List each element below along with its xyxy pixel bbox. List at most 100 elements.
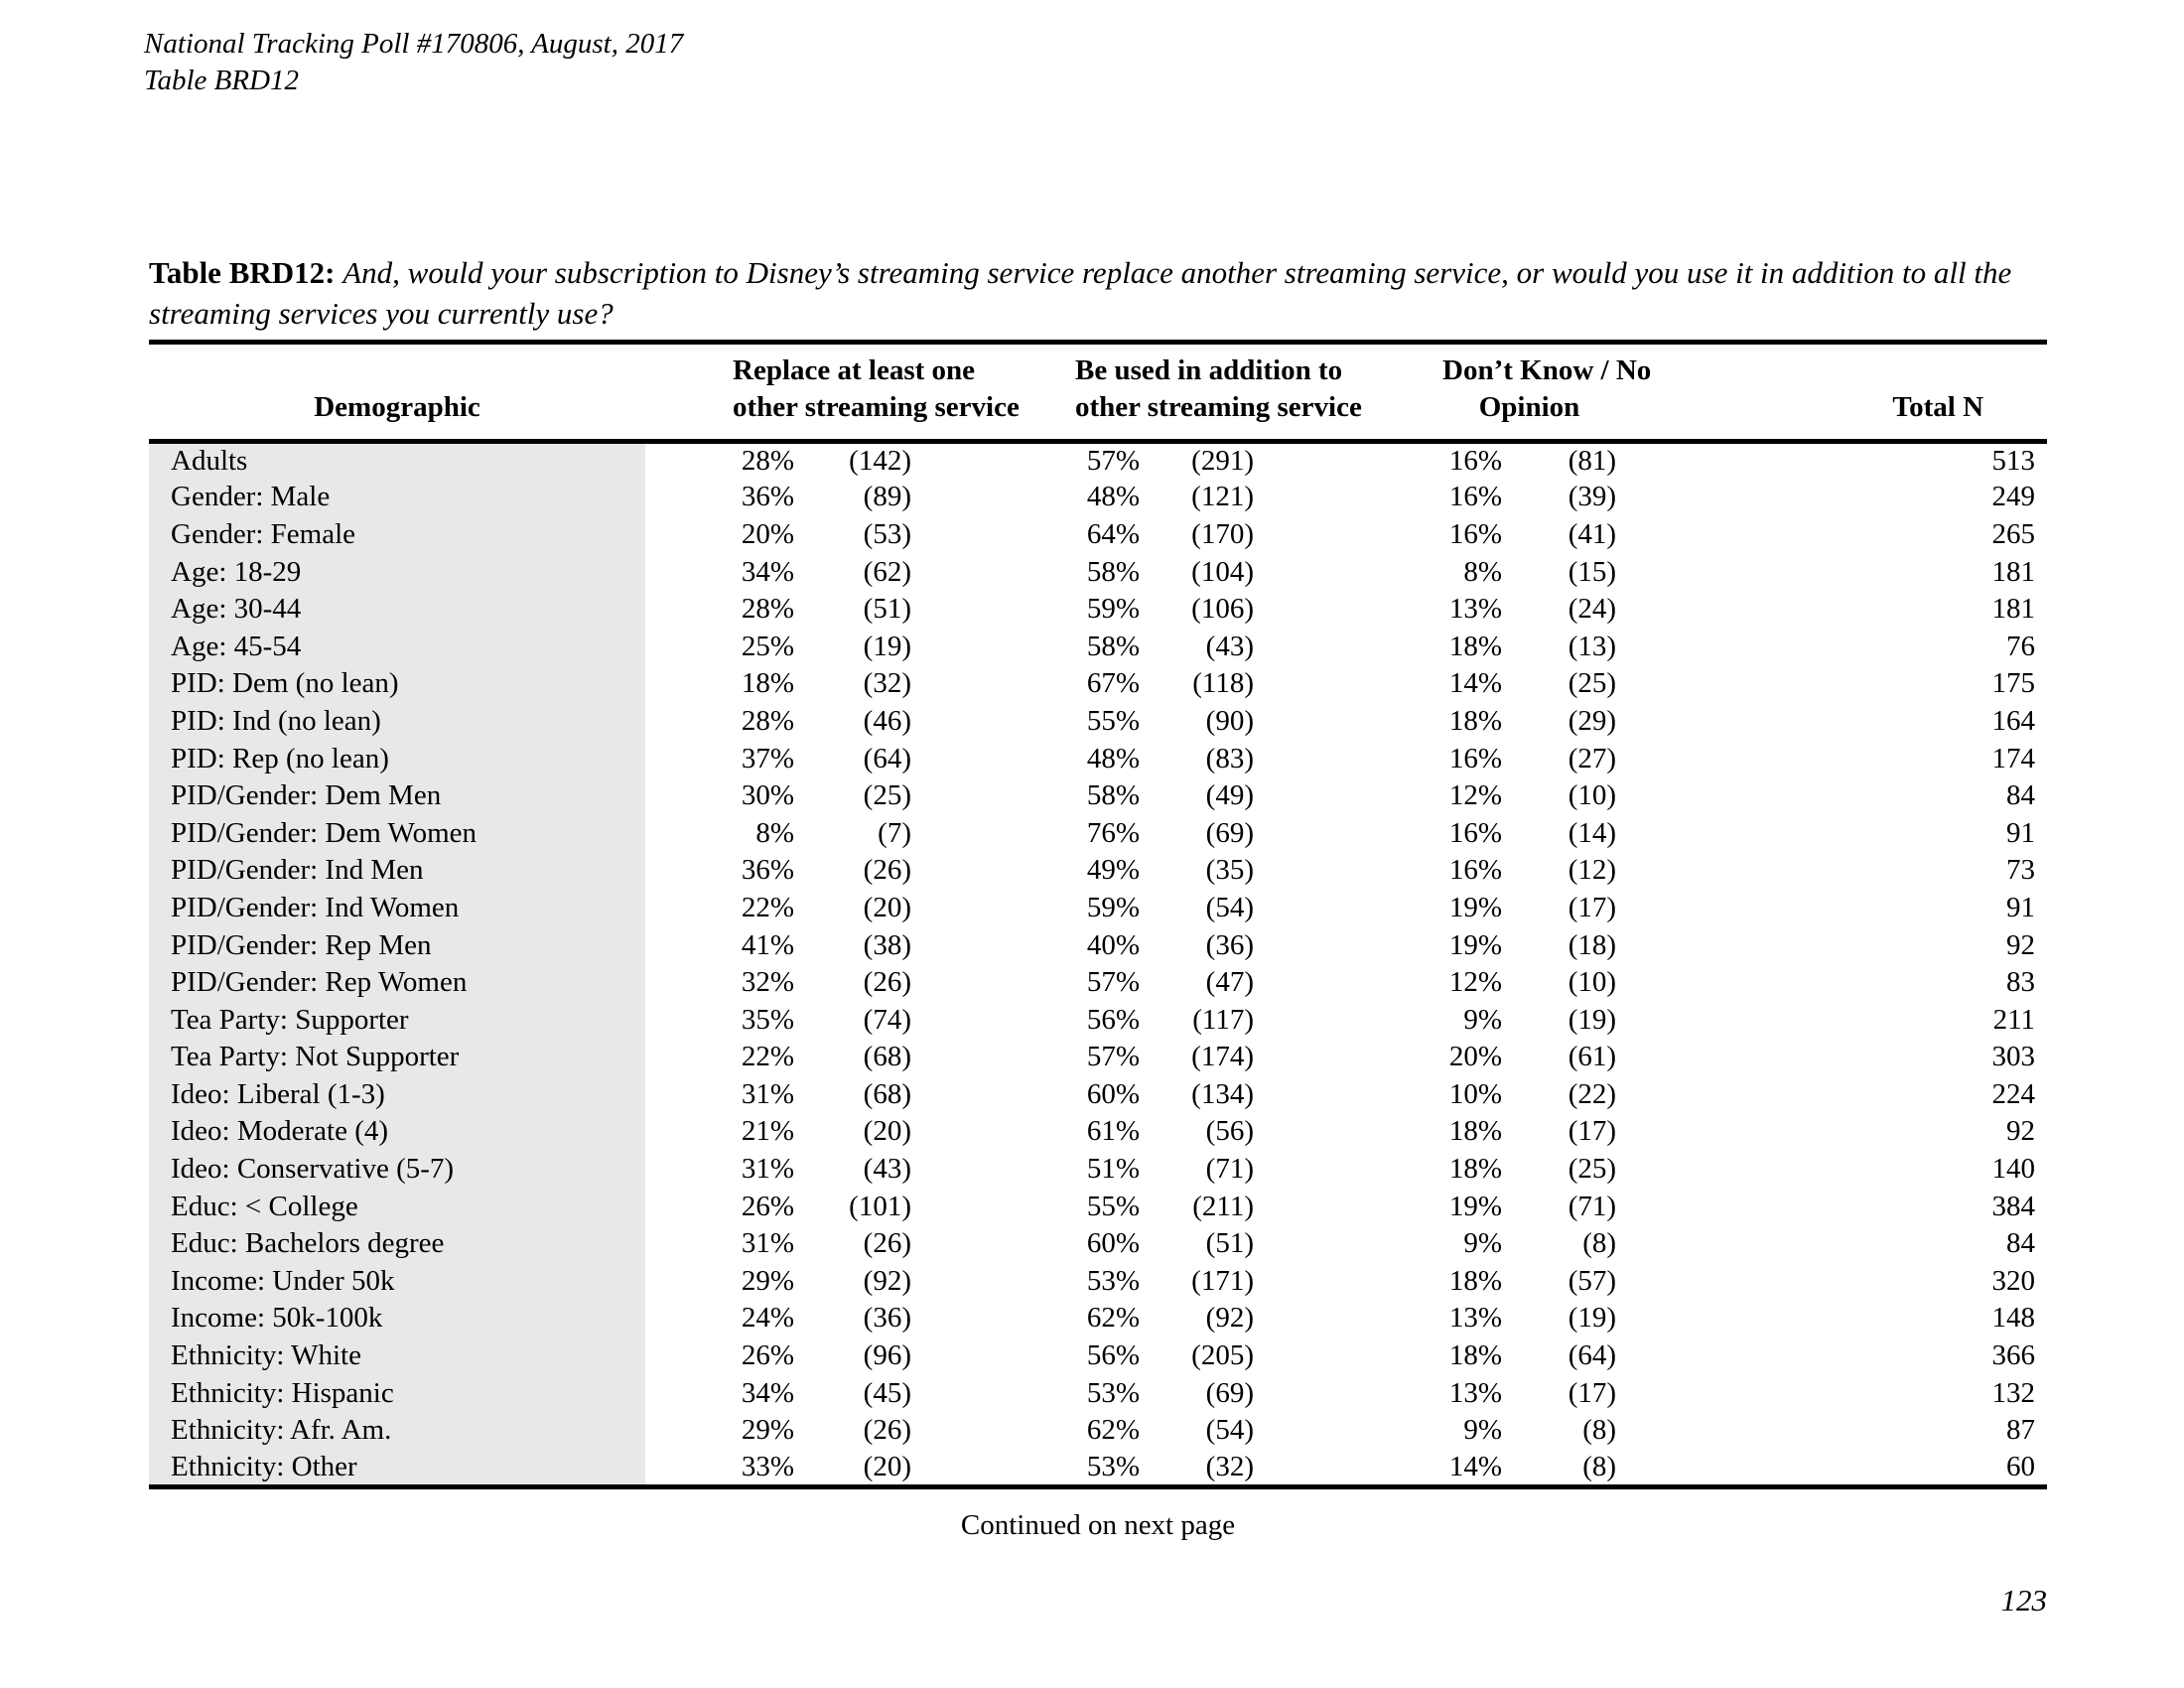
addition-count-cell: (134) (1191, 1077, 1254, 1110)
total-n-cell: 140 (1991, 1153, 2036, 1186)
demographic-cell: Ideo: Liberal (1-3) (149, 1075, 645, 1114)
table-row: Tea Party: Supporter 35% (74) 56% (117) … (149, 1001, 2047, 1039)
total-n-cell: 211 (1992, 1003, 2036, 1036)
dont-know-count-cell: (27) (1568, 742, 1617, 774)
replace-pct-cell: 20% (741, 517, 794, 550)
addition-pct-cell: 57% (1086, 445, 1140, 478)
demographic-cell: Income: Under 50k (149, 1262, 645, 1301)
header-total-n: Total N (1616, 342, 2048, 444)
total-n-cell: 73 (2006, 854, 2036, 887)
addition-pct-cell: 48% (1086, 481, 1140, 513)
dont-know-pct-cell: 19% (1448, 891, 1502, 923)
dont-know-pct-cell: 16% (1448, 481, 1502, 513)
replace-pct-cell: 29% (741, 1264, 794, 1297)
addition-pct-cell: 49% (1086, 854, 1140, 887)
addition-count-cell: (117) (1192, 1003, 1254, 1036)
table-row: Age: 30-44 28% (51) 59% (106) 13% (24) 1… (149, 590, 2047, 629)
replace-count-cell: (19) (863, 630, 911, 662)
dont-know-pct-cell: 9% (1463, 1003, 1502, 1036)
replace-count-cell: (43) (863, 1153, 911, 1186)
dont-know-pct-cell: 18% (1448, 704, 1502, 737)
addition-count-cell: (69) (1205, 1376, 1254, 1409)
replace-pct-cell: 31% (741, 1227, 794, 1260)
replace-pct-cell: 28% (741, 593, 794, 626)
replace-count-cell: (20) (863, 891, 911, 923)
dont-know-count-cell: (8) (1582, 1414, 1617, 1447)
addition-count-cell: (69) (1205, 816, 1254, 849)
dont-know-pct-cell: 12% (1448, 966, 1502, 999)
dont-know-pct-cell: 18% (1448, 1264, 1502, 1297)
demographic-cell: Ethnicity: Other (149, 1449, 645, 1487)
replace-count-cell: (89) (863, 481, 911, 513)
replace-pct-cell: 35% (741, 1003, 794, 1036)
dont-know-pct-cell: 12% (1448, 779, 1502, 812)
total-n-cell: 174 (1991, 742, 2036, 774)
dont-know-count-cell: (18) (1568, 928, 1617, 961)
demographic-cell: Ethnicity: Afr. Am. (149, 1411, 645, 1450)
table-row: Gender: Female 20% (53) 64% (170) 16% (4… (149, 515, 2047, 554)
dont-know-pct-cell: 18% (1448, 1339, 1502, 1372)
replace-pct-cell: 25% (741, 630, 794, 662)
dont-know-count-cell: (19) (1568, 1302, 1617, 1335)
replace-pct-cell: 21% (741, 1115, 794, 1148)
addition-count-cell: (47) (1205, 966, 1254, 999)
replace-count-cell: (38) (863, 928, 911, 961)
dont-know-count-cell: (10) (1568, 779, 1617, 812)
addition-pct-cell: 64% (1086, 517, 1140, 550)
replace-count-cell: (92) (863, 1264, 911, 1297)
table-row: Ethnicity: Afr. Am. 29% (26) 62% (54) 9%… (149, 1411, 2047, 1450)
dont-know-count-cell: (57) (1568, 1264, 1617, 1297)
table-row: Tea Party: Not Supporter 22% (68) 57% (1… (149, 1039, 2047, 1076)
table-row: Gender: Male 36% (89) 48% (121) 16% (39)… (149, 479, 2047, 516)
total-n-cell: 181 (1991, 555, 2036, 588)
table-row: Educ: Bachelors degree 31% (26) 60% (51)… (149, 1224, 2047, 1263)
replace-pct-cell: 8% (755, 816, 794, 849)
replace-pct-cell: 26% (741, 1339, 794, 1372)
dont-know-count-cell: (17) (1568, 891, 1617, 923)
table-row: PID: Ind (no lean) 28% (46) 55% (90) 18%… (149, 702, 2047, 741)
addition-count-cell: (174) (1191, 1041, 1254, 1073)
table-row: PID/Gender: Ind Men 36% (26) 49% (35) 16… (149, 852, 2047, 890)
total-n-cell: 175 (1991, 667, 2036, 700)
document-header: National Tracking Poll #170806, August, … (144, 26, 683, 99)
dont-know-pct-cell: 16% (1448, 742, 1502, 774)
replace-pct-cell: 26% (741, 1190, 794, 1222)
replace-count-cell: (62) (863, 555, 911, 588)
addition-count-cell: (35) (1205, 854, 1254, 887)
addition-pct-cell: 58% (1086, 779, 1140, 812)
table-row: PID/Gender: Rep Men 41% (38) 40% (36) 19… (149, 926, 2047, 964)
table-title-question: And, would your subscription to Disney’s… (149, 255, 2012, 331)
addition-pct-cell: 58% (1086, 555, 1140, 588)
replace-pct-cell: 41% (741, 928, 794, 961)
replace-count-cell: (32) (863, 667, 911, 700)
table-row: Ideo: Conservative (5-7) 31% (43) 51% (7… (149, 1150, 2047, 1189)
replace-pct-cell: 32% (741, 966, 794, 999)
poll-table-body: Adults 28% (142) 57% (291) 16% (81) 513 … (149, 441, 2047, 1487)
addition-count-cell: (118) (1192, 667, 1254, 700)
poll-table-header: Demographic Replace at least one other s… (149, 342, 2048, 444)
total-n-cell: 224 (1991, 1077, 2036, 1110)
addition-count-cell: (54) (1205, 1414, 1254, 1447)
addition-pct-cell: 59% (1086, 593, 1140, 626)
replace-pct-cell: 33% (741, 1450, 794, 1482)
dont-know-pct-cell: 18% (1448, 630, 1502, 662)
table-row: Income: Under 50k 29% (92) 53% (171) 18%… (149, 1262, 2047, 1301)
replace-pct-cell: 24% (741, 1302, 794, 1335)
addition-count-cell: (56) (1205, 1115, 1254, 1148)
replace-pct-cell: 36% (741, 481, 794, 513)
dont-know-pct-cell: 8% (1463, 555, 1502, 588)
replace-count-cell: (74) (863, 1003, 911, 1036)
header-replace-service: Replace at least one other streaming ser… (645, 342, 1020, 444)
addition-pct-cell: 51% (1086, 1153, 1140, 1186)
dont-know-count-cell: (13) (1568, 630, 1617, 662)
total-n-cell: 76 (2006, 630, 2036, 662)
replace-count-cell: (25) (863, 779, 911, 812)
total-n-cell: 60 (2006, 1450, 2036, 1482)
replace-pct-cell: 31% (741, 1077, 794, 1110)
demographic-cell: Age: 30-44 (149, 590, 645, 629)
total-n-cell: 92 (2006, 1115, 2036, 1148)
demographic-cell: PID: Ind (no lean) (149, 702, 645, 741)
dont-know-pct-cell: 14% (1448, 667, 1502, 700)
addition-pct-cell: 76% (1086, 816, 1140, 849)
demographic-cell: Ideo: Conservative (5-7) (149, 1150, 645, 1189)
